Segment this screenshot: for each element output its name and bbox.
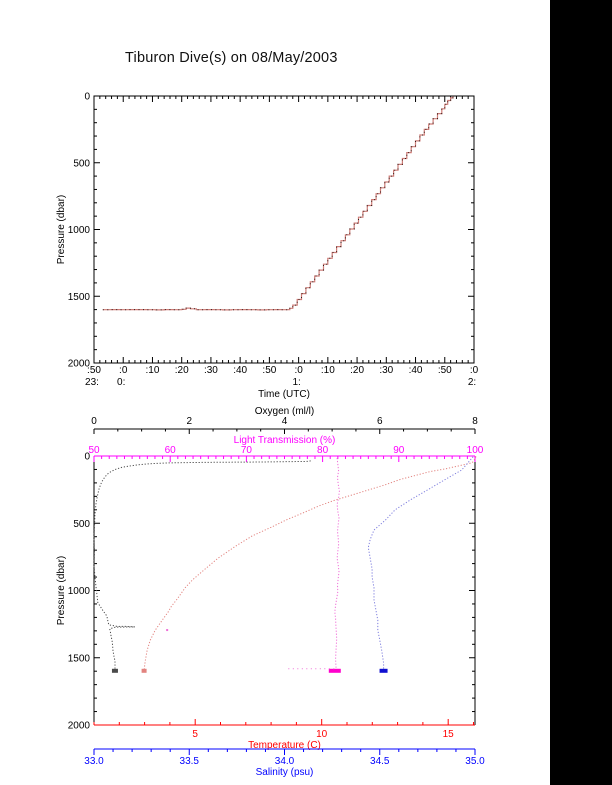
svg-text::40: :40 — [409, 365, 423, 376]
pressure-axis-labels-top: 0 500 1000 1500 2000 — [68, 92, 91, 370]
svg-text:33.5: 33.5 — [180, 756, 200, 767]
svg-text:500: 500 — [73, 519, 90, 530]
svg-text:8: 8 — [472, 416, 478, 427]
salinity-axis-labels: 33.0 33.5 34.0 34.5 35.0 Salinity (psu) — [84, 756, 485, 778]
pressure-axis-title-top: Pressure (dbar) — [56, 195, 67, 264]
svg-text:90: 90 — [393, 445, 405, 456]
temperature-profile-bottom-mark — [141, 668, 147, 673]
svg-text::20: :20 — [350, 365, 364, 376]
svg-text:5: 5 — [192, 729, 198, 740]
svg-text:0: 0 — [91, 416, 97, 427]
light-axis: 50 60 70 80 90 100 Light Transmission (%) — [88, 435, 484, 462]
salinity-profile-series — [367, 456, 474, 671]
right-black-bar — [550, 0, 612, 785]
time-axis-labels: :5023::00::10:20:30:40:50:01::10:20:30:4… — [85, 365, 479, 400]
svg-text::0: :0 — [470, 365, 479, 376]
light-transmission-profile-bottom-mark — [328, 668, 341, 673]
oxygen-axis-labels: 0 2 4 6 8 Oxygen (ml/l) — [91, 406, 478, 427]
svg-text:15: 15 — [443, 729, 455, 740]
svg-text::50: :50 — [87, 365, 101, 376]
svg-text:2000: 2000 — [68, 721, 91, 732]
svg-text:35.0: 35.0 — [465, 756, 485, 767]
svg-text:0: 0 — [84, 452, 90, 463]
light-axis-labels: 50 60 70 80 90 100 Light Transmission (%) — [88, 435, 483, 456]
temperature-axis-labels: 5 10 15 Temperature (C) — [192, 729, 454, 751]
pressure-axis-labels-bottom: 0 500 1000 1500 2000 — [68, 452, 91, 732]
svg-text:6: 6 — [377, 416, 383, 427]
svg-text::10: :10 — [146, 365, 160, 376]
pressure-axis-top-plot — [94, 95, 474, 364]
svg-text::20: :20 — [175, 365, 189, 376]
svg-text:2000: 2000 — [68, 359, 91, 370]
svg-text:1500: 1500 — [68, 653, 91, 664]
svg-text::0: :0 — [294, 365, 303, 376]
light-transmission-profile-stray-point — [166, 629, 169, 632]
svg-text::30: :30 — [379, 365, 393, 376]
page-title: Tiburon Dive(s) on 08/May/2003 — [125, 50, 338, 66]
salinity-axis: 33.0 33.5 34.0 34.5 35.0 Salinity (psu) — [84, 748, 485, 778]
svg-text:34.0: 34.0 — [275, 756, 295, 767]
svg-text:1:: 1: — [292, 377, 300, 388]
oxygen-profile-series — [93, 460, 311, 671]
pressure-axis-bottom-plot — [93, 455, 476, 726]
svg-text::40: :40 — [233, 365, 247, 376]
time-axis — [93, 96, 475, 363]
time-axis-title: Time (UTC) — [258, 389, 310, 400]
temperature-axis: 5 10 15 Temperature (C) — [93, 719, 475, 751]
oxygen-profile-bottom-mark — [111, 668, 118, 673]
svg-text:0: 0 — [84, 92, 90, 103]
svg-text:70: 70 — [241, 445, 253, 456]
svg-text:60: 60 — [165, 445, 177, 456]
svg-text:0:: 0: — [117, 377, 125, 388]
svg-text::50: :50 — [438, 365, 452, 376]
oxygen-axis: 0 2 4 6 8 Oxygen (ml/l) — [91, 406, 478, 434]
svg-text::30: :30 — [204, 365, 218, 376]
svg-text:33.0: 33.0 — [84, 756, 104, 767]
svg-text:1000: 1000 — [68, 225, 91, 236]
svg-text:2:: 2: — [468, 377, 476, 388]
svg-text:10: 10 — [316, 729, 328, 740]
svg-text:1500: 1500 — [68, 292, 91, 303]
svg-text:100: 100 — [467, 445, 484, 456]
svg-text:500: 500 — [73, 158, 90, 169]
svg-text:2: 2 — [186, 416, 192, 427]
light-axis-title: Light Transmission (%) — [234, 435, 336, 446]
salinity-profile-bottom-mark — [379, 668, 388, 673]
salinity-axis-title: Salinity (psu) — [256, 767, 314, 778]
temperature-profile-series — [143, 456, 477, 671]
svg-text:1000: 1000 — [68, 586, 91, 597]
svg-text:23:: 23: — [85, 377, 99, 388]
dive-profile-overlay-dots — [102, 96, 454, 311]
svg-text::10: :10 — [321, 365, 335, 376]
svg-text:34.5: 34.5 — [370, 756, 390, 767]
pressure-axis-title-bottom: Pressure (dbar) — [56, 556, 67, 625]
svg-text::0: :0 — [119, 365, 128, 376]
svg-text::50: :50 — [262, 365, 276, 376]
svg-text:4: 4 — [282, 416, 288, 427]
oxygen-axis-title: Oxygen (ml/l) — [255, 406, 314, 417]
temperature-axis-title: Temperature (C) — [248, 740, 321, 751]
svg-text:80: 80 — [317, 445, 329, 456]
svg-text:50: 50 — [88, 445, 100, 456]
light-transmission-profile-series — [334, 457, 340, 670]
